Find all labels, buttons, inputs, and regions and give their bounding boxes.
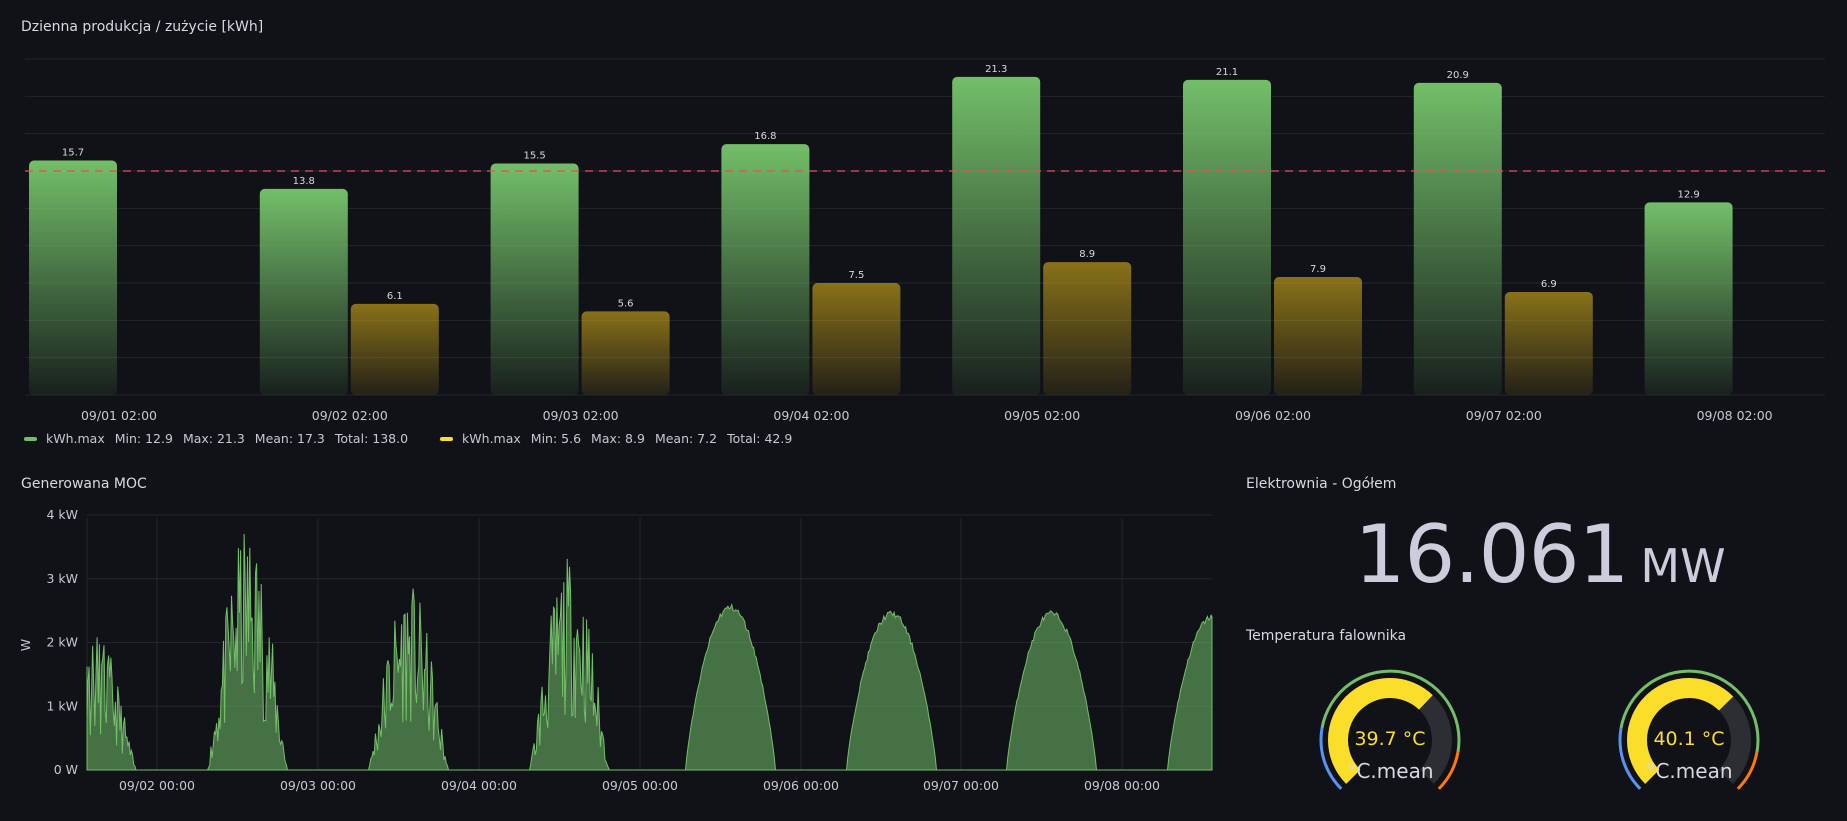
legend-swatch-green (24, 436, 37, 441)
y-tick-label: 0 W (54, 762, 78, 777)
y-tick-label: 4 kW (46, 507, 78, 522)
gauge-value: 39.7 °C (1354, 728, 1425, 750)
bar-consumption (581, 311, 670, 395)
bar-production (29, 160, 117, 395)
y-tick-label: 2 kW (46, 635, 78, 650)
bar-panel-title: Dzienna produkcja / zużycie [kWh] (21, 19, 264, 35)
legend-swatch-yellow (440, 436, 454, 441)
gauge-threshold-orange (1736, 751, 1759, 790)
gauge-value: 40.1 °C (1653, 728, 1724, 750)
legend-series-name: kWh.max (462, 431, 521, 446)
bar-consumption (1274, 277, 1362, 395)
gauge-threshold-green (1320, 669, 1461, 753)
legend-min: Min: 5.6 (530, 431, 582, 446)
stat-value: 16.061 (1354, 508, 1629, 601)
legend-mean: Mean: 7.2 (654, 431, 718, 446)
legend-series-name: kWh.max (46, 431, 105, 446)
bar-production (1183, 79, 1271, 395)
bar-consumption (350, 303, 439, 395)
legend-mean: Mean: 17.3 (254, 431, 325, 446)
legend-item-consumption[interactable]: kWh.max Min: 5.6 Max: 8.9 Mean: 7.2 Tota… (440, 431, 802, 446)
gauge-label: °C.mean (1346, 759, 1433, 783)
x-tick-label: 09/05 00:00 (602, 778, 678, 793)
x-tick-label: 09/08 02:00 (1697, 408, 1773, 423)
bar-consumption (1043, 262, 1132, 395)
bar-chart: 15.7 09/01 02:00 13.8 6.1 09/02 02:00 15.5 5.6… (25, 58, 1825, 423)
data-label: 21.3 (985, 64, 1007, 75)
data-label: 7.5 (848, 270, 864, 281)
bar-production (721, 144, 810, 395)
data-label: 16.8 (754, 131, 776, 142)
gauge-threshold-orange (1437, 751, 1460, 790)
x-tick-label: 09/04 02:00 (773, 408, 849, 423)
x-tick-label: 09/07 00:00 (923, 778, 999, 793)
x-tick-label: 09/02 00:00 (119, 778, 195, 793)
legend-max: Max: 8.9 (591, 431, 645, 446)
power-panel-title: Generowana MOC (21, 476, 147, 492)
y-axis-label: W (18, 639, 33, 651)
x-tick-label: 09/08 00:00 (1084, 778, 1160, 793)
x-tick-label: 09/06 00:00 (763, 778, 839, 793)
x-tick-label: 09/03 00:00 (280, 778, 356, 793)
gauge-value-arc (1328, 678, 1433, 784)
data-label: 6.9 (1541, 279, 1557, 290)
y-tick-label: 3 kW (46, 571, 78, 586)
legend-item-production[interactable]: kWh.max Min: 12.9 Max: 21.3 Mean: 17.3 T… (24, 431, 418, 446)
data-label: 7.9 (1310, 264, 1326, 275)
temp-panel-title: Temperatura falownika (1246, 628, 1407, 644)
data-label: 12.9 (1677, 189, 1699, 200)
x-tick-label: 09/04 00:00 (441, 778, 517, 793)
data-label: 8.9 (1079, 249, 1095, 260)
x-tick-label: 09/03 02:00 (543, 408, 619, 423)
legend-total: Total: 138.0 (334, 431, 409, 446)
bar-production (952, 76, 1041, 396)
data-label: 15.7 (62, 148, 84, 159)
x-tick-label: 09/07 02:00 (1466, 408, 1542, 423)
data-label: 13.8 (293, 176, 315, 187)
x-tick-label: 09/06 02:00 (1235, 408, 1311, 423)
x-tick-label: 09/01 02:00 (81, 408, 157, 423)
bar-production (490, 163, 579, 395)
legend-total: Total: 42.9 (727, 431, 793, 446)
bar-production (1413, 82, 1502, 395)
data-label: 20.9 (1447, 70, 1469, 81)
bar-consumption (1504, 291, 1593, 395)
legend-min: Min: 12.9 (114, 431, 173, 446)
data-label: 6.1 (387, 291, 403, 302)
y-tick-label: 1 kW (46, 698, 78, 713)
data-label: 15.5 (523, 151, 545, 162)
data-label: 21.1 (1216, 67, 1238, 78)
stat-unit: MW (1640, 539, 1726, 593)
legend-max: Max: 21.3 (182, 431, 245, 446)
power-series-area (86, 533, 1213, 771)
x-tick-label: 09/02 02:00 (312, 408, 388, 423)
gauge-label: °C.mean (1645, 759, 1732, 783)
bar-production (1644, 202, 1733, 395)
bar-legend: kWh.max Min: 12.9 Max: 21.3 Mean: 17.3 T… (24, 431, 824, 446)
stat-panel-title: Elektrownia - Ogółem (1246, 476, 1397, 492)
gauge-threshold-blue (1618, 727, 1642, 790)
bar-production (259, 188, 348, 395)
stat-value-display: 16.061 MW (1245, 508, 1835, 601)
gauge-value-arc (1627, 678, 1734, 784)
x-tick-label: 09/05 02:00 (1004, 408, 1080, 423)
bar-consumption (812, 283, 901, 395)
gauge-threshold-green (1619, 669, 1760, 753)
gauge-threshold-blue (1319, 727, 1343, 790)
data-label: 5.6 (618, 298, 634, 309)
